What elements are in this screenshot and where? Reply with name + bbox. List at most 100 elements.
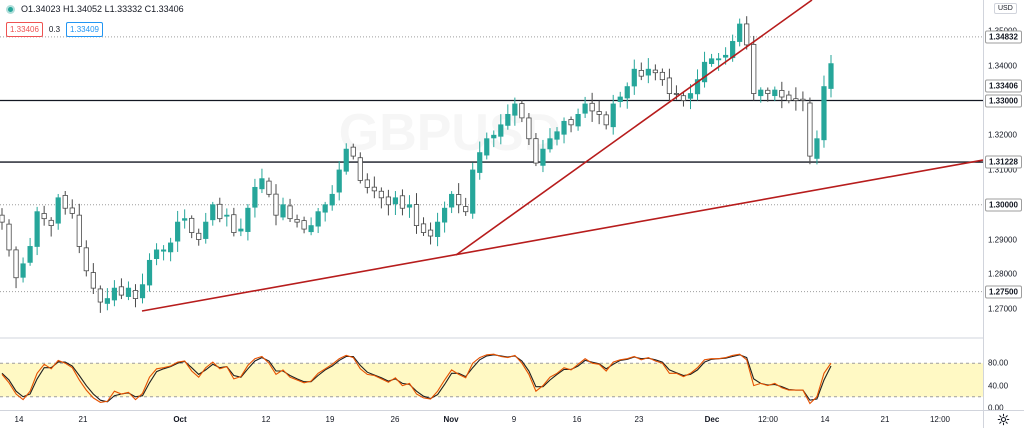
market-status-icon [6,4,15,14]
candle-body [420,223,427,233]
sell-button[interactable]: 1.33406 [6,22,43,37]
candle-body [477,152,483,173]
chart-area[interactable]: GBPUSD O1.34023 H1.34052 L1.33332 C1.334… [0,0,983,410]
candle-body [392,197,399,205]
candle-body [315,211,321,227]
candle-body [624,86,630,99]
axis-corner [983,410,1024,428]
price-tick-label: 1.34000 [988,61,1017,71]
time-tick-label: 21 [880,415,890,424]
candle-body [189,217,195,233]
candle-body [20,263,26,278]
current-price-label: 1.33406 [985,79,1022,93]
candle-body [456,194,462,206]
price-tick-label: 1.28000 [988,269,1017,279]
candle-body [491,134,497,139]
candle-body [708,58,715,64]
candle-body [659,71,665,81]
candle-body [800,98,806,101]
time-tick-label: 23 [634,415,644,424]
candle-body [807,102,813,157]
candle-body [631,68,637,87]
candle-body [27,246,33,263]
candle-body [371,186,377,192]
level-price-label: 1.27500 [985,285,1022,299]
level-price-label: 1.31228 [985,155,1022,169]
time-tick-label: 19 [325,415,335,424]
candle-body [231,214,237,233]
spread-value: 0.3 [48,25,61,34]
candle-body [357,157,363,181]
level-price-label: 1.34832 [985,30,1022,44]
gear-icon[interactable] [997,413,1010,426]
candle-body [160,249,167,252]
candle-body [828,63,834,89]
candle-body [287,205,293,220]
candle-body [224,214,230,217]
candle-body [772,89,778,97]
ohlc-values: O1.34023 H1.34052 L1.33332 C1.33406 [21,4,184,14]
candle-body [104,298,110,304]
candle-body [744,23,750,46]
candle-body [512,103,518,116]
candle-body [294,219,300,223]
candle-body [561,120,567,135]
candle-body [568,119,574,126]
candle-body [505,114,511,126]
candle-body [308,225,314,233]
candle-body [252,186,258,208]
oscillator-tick-label: 80.00 [988,358,1009,368]
time-tick-label: 12 [261,415,271,424]
price-axis[interactable]: USD 1.350001.340001.330001.320001.310001… [983,0,1024,413]
candle-body [364,179,370,188]
time-tick-label: Nov [443,415,459,424]
candle-body [259,178,265,190]
candle-body [638,69,644,77]
candle-body [723,54,729,58]
price-tick-label: 1.32000 [988,130,1017,140]
time-tick-label: 16 [572,415,582,424]
candle-body [673,93,680,95]
candle-body [751,44,757,94]
candle-body [378,190,384,199]
candle-body [111,287,118,301]
time-tick-label: 14 [820,415,830,424]
candle-body [399,195,406,209]
candle-body [786,94,792,101]
candle-body [76,214,82,247]
candle-body [350,146,356,157]
candle-body [210,204,216,221]
candle-body [498,124,504,137]
candle-body [814,138,820,159]
candle-body [603,114,609,126]
time-tick-label: 12:00 [757,415,779,424]
candle-body [34,211,40,247]
candle-body [385,196,391,206]
candles [0,16,834,313]
candle-body [463,206,469,213]
currency-button[interactable]: USD [994,3,1017,14]
candle-body [526,117,532,140]
candle-body [575,114,581,127]
time-tick-label: Dec [704,415,720,424]
candle-body [203,221,209,239]
candle-body [596,111,602,115]
candle-body [83,247,89,272]
candle-body [329,193,335,206]
candle-body [779,90,785,98]
candle-body [645,68,651,76]
time-axis[interactable]: 14 21 Oct 12 19 26 Nov 9 16 23 Dec 12:00 14 21 12:00 [0,410,983,428]
candle-body [168,242,174,253]
candle-body [715,58,722,61]
price-tick-label: 1.29000 [988,235,1017,244]
time-tick-label: Oct [173,415,187,424]
chart-canvas[interactable]: GBPUSD [0,0,983,410]
candle-body [484,138,490,156]
candle-body [266,180,272,195]
candle-body [0,214,5,223]
candle-body [69,207,75,214]
buy-button[interactable]: 1.33409 [66,22,103,37]
candle-body [13,249,19,279]
candle-body [153,249,160,259]
candle-body [196,232,202,240]
